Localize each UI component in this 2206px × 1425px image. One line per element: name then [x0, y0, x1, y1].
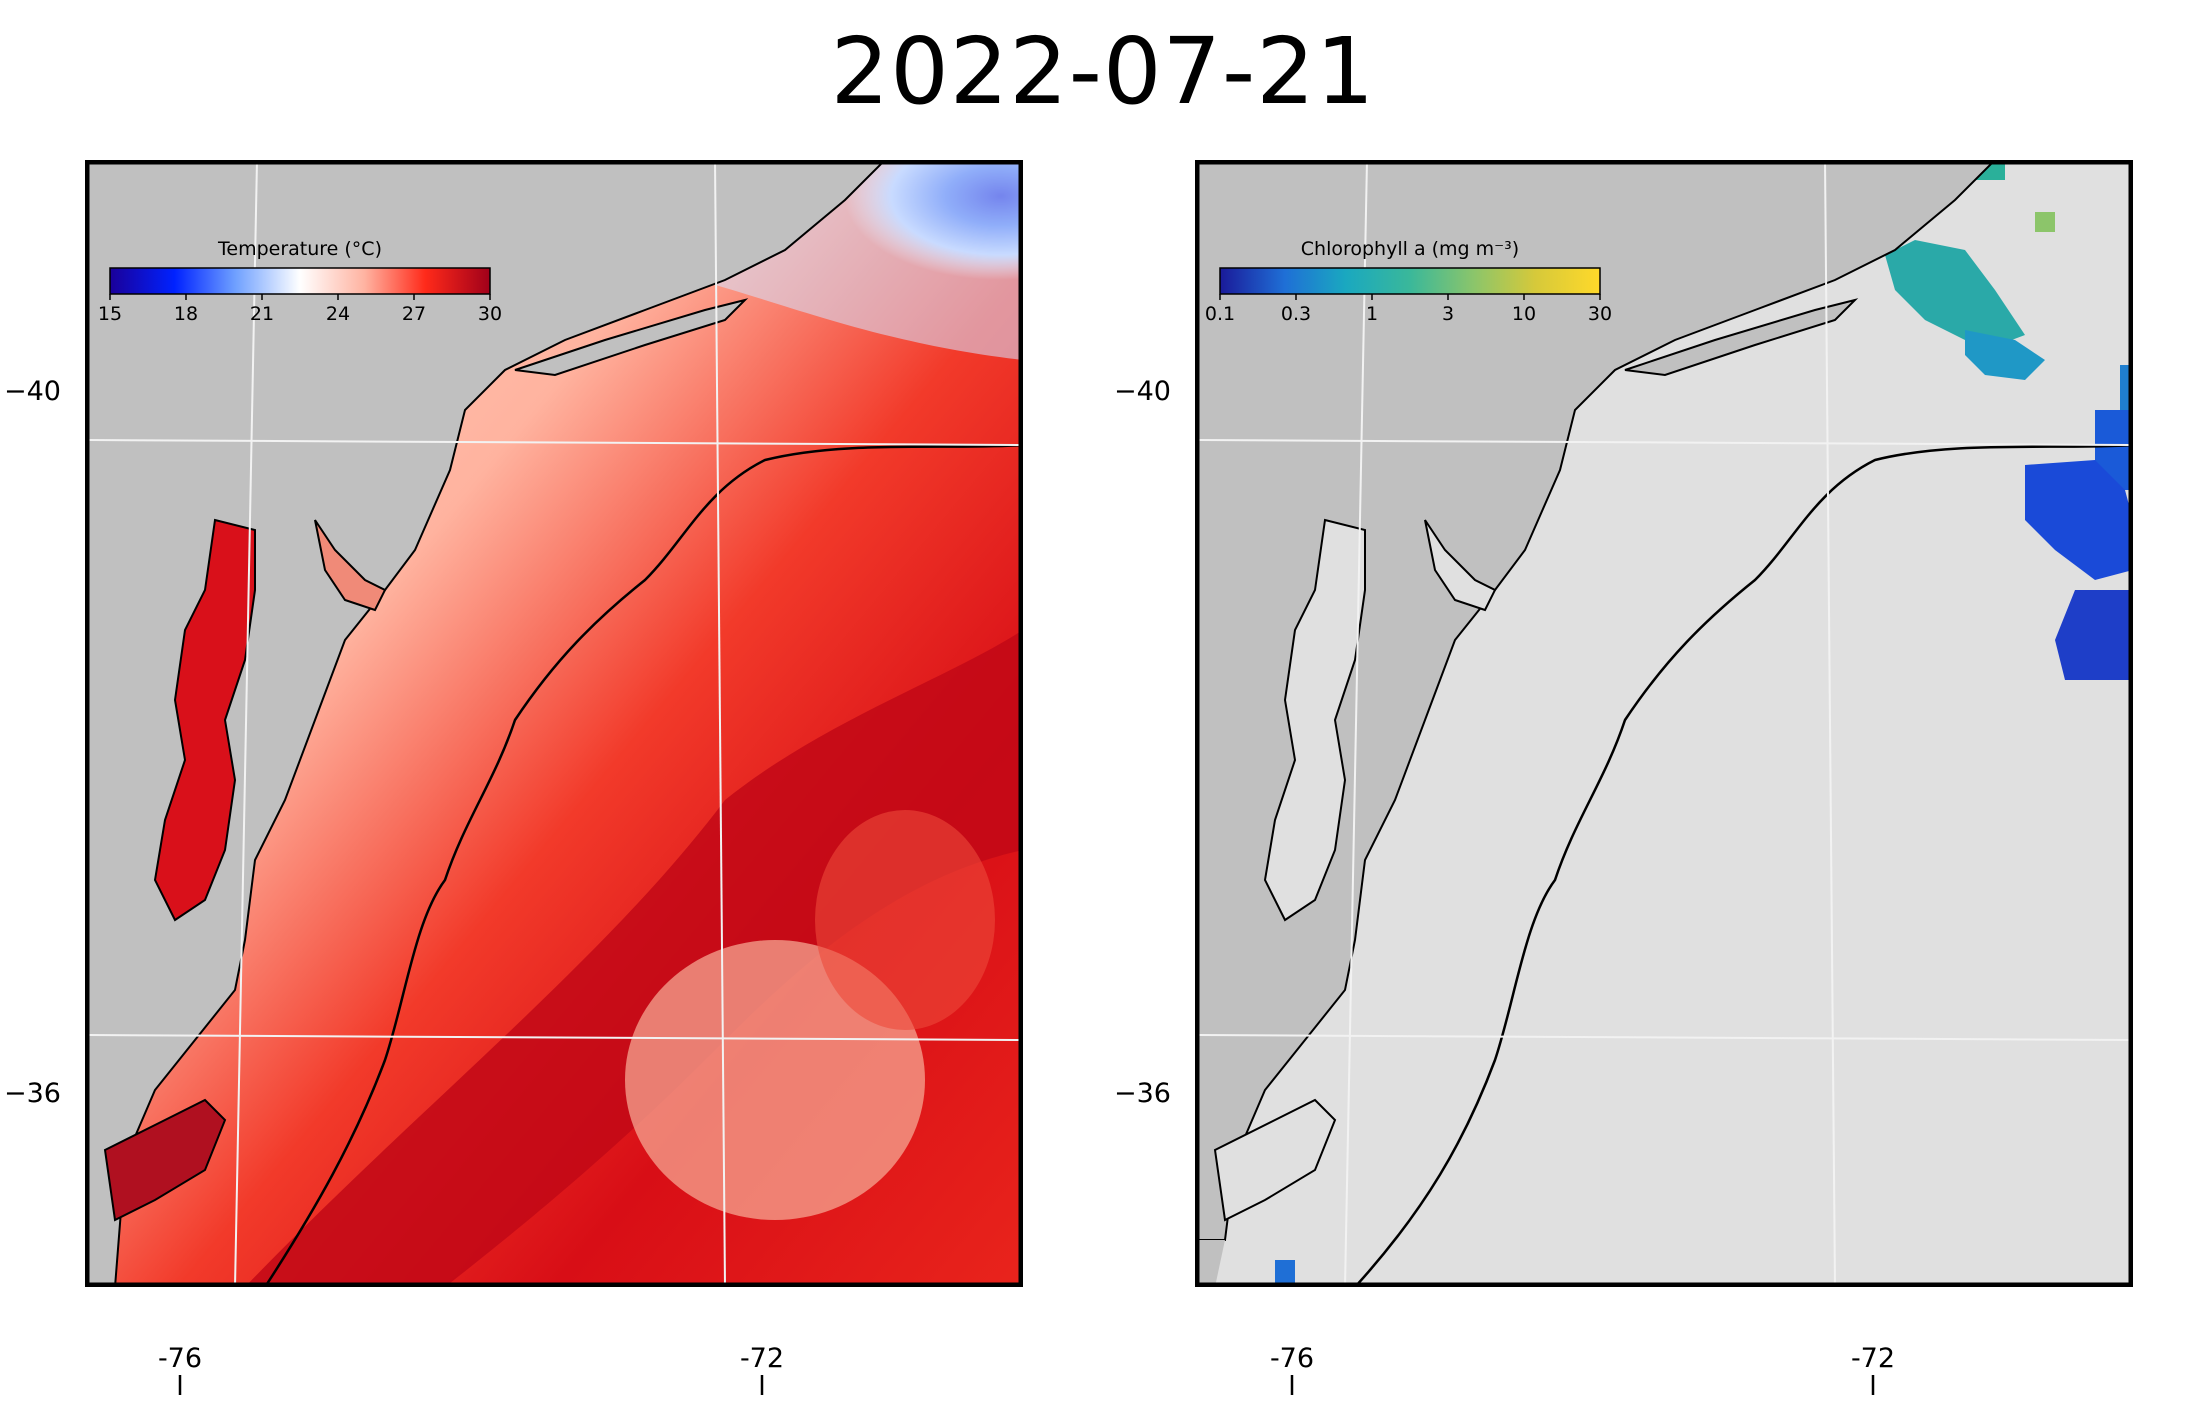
- gridline-lon-76: [234, 164, 258, 1283]
- shelf-break-line: [266, 443, 1019, 1283]
- colorbar-label: Chlorophyll a (mg m⁻³): [1301, 238, 1519, 260]
- figure-title: 2022-07-21: [830, 18, 1376, 125]
- lon-tick-76-right: -76: [1270, 1343, 1314, 1374]
- lat-tick-40-right: −40: [1114, 376, 1171, 407]
- gridline-lon-72: [1824, 164, 1836, 1283]
- colorbar-tick-label: 15: [98, 303, 122, 325]
- gridline-lat-40: [89, 439, 1019, 446]
- colorbar-tick-label: 0.3: [1281, 303, 1311, 325]
- colorbar-tick-label: 27: [402, 303, 426, 325]
- gulf-stream-band: [248, 632, 1019, 1283]
- pamlico-sound: [103, 1098, 227, 1222]
- map-frame: [85, 160, 1023, 1287]
- eddy: [625, 940, 925, 1220]
- chesapeake-bay: [1263, 518, 1366, 922]
- colorbar-tick-label: 30: [1588, 303, 1612, 325]
- delaware-bay: [314, 519, 387, 612]
- gridline-lat-40: [1199, 439, 2129, 446]
- gridline-lat-36: [1199, 1034, 2129, 1041]
- colorbar-ramp: [109, 267, 491, 295]
- colorbar-tick-label: 30: [478, 303, 502, 325]
- colorbar-tick-label: 0.1: [1205, 303, 1235, 325]
- land-mass: [89, 164, 883, 1283]
- map-frame: [1195, 160, 2133, 1287]
- chesapeake-bay: [153, 518, 256, 922]
- colorbar-tick-label: 1: [1366, 303, 1378, 325]
- colorbar-ramp: [1219, 267, 1601, 295]
- lon-tick-72-right: -72: [1851, 1343, 1895, 1374]
- land-mass: [1199, 164, 1993, 1241]
- pamlico-sound: [1213, 1098, 1337, 1222]
- chlorophyll-map-panel: Chlorophyll a (mg m⁻³) 0.1 0.3 1 3 10 30: [1195, 160, 2133, 1287]
- colorbar-label: Temperature (°C): [217, 238, 382, 260]
- delaware-bay: [1424, 519, 1497, 612]
- colorbar-tick-label: 21: [250, 303, 274, 325]
- temperature-map-panel: Temperature (°C) 15 18 21 24 27 30: [85, 160, 1023, 1287]
- gridline-lon-76: [1344, 164, 1368, 1283]
- gridline-lat-36: [89, 1034, 1019, 1041]
- lat-tick-36-right: −36: [1114, 1078, 1171, 1109]
- chlorophyll-colorbar: Chlorophyll a (mg m⁻³) 0.1 0.3 1 3 10 30: [1205, 238, 1612, 325]
- lat-tick-40-left: −40: [4, 376, 61, 407]
- colorbar-tick-label: 10: [1512, 303, 1536, 325]
- long-island: [1624, 298, 1859, 377]
- lat-tick-36-left: −36: [4, 1078, 61, 1109]
- colorbar-tick-label: 18: [174, 303, 198, 325]
- gridline-lon-72: [714, 164, 726, 1283]
- lon-tick-72-left: -72: [740, 1343, 784, 1374]
- long-island: [514, 298, 749, 377]
- colorbar-tick-label: 3: [1442, 303, 1454, 325]
- chl-patch-north: [1885, 240, 2025, 350]
- temperature-map: Temperature (°C) 15 18 21 24 27 30: [85, 160, 1023, 1287]
- temperature-colorbar: Temperature (°C) 15 18 21 24 27 30: [98, 238, 502, 325]
- lon-tick-76-left: -76: [158, 1343, 202, 1374]
- shelf-break-line: [1356, 443, 2129, 1283]
- colorbar-tick-label: 24: [326, 303, 350, 325]
- chlorophyll-map: Chlorophyll a (mg m⁻³) 0.1 0.3 1 3 10 30: [1195, 160, 2133, 1287]
